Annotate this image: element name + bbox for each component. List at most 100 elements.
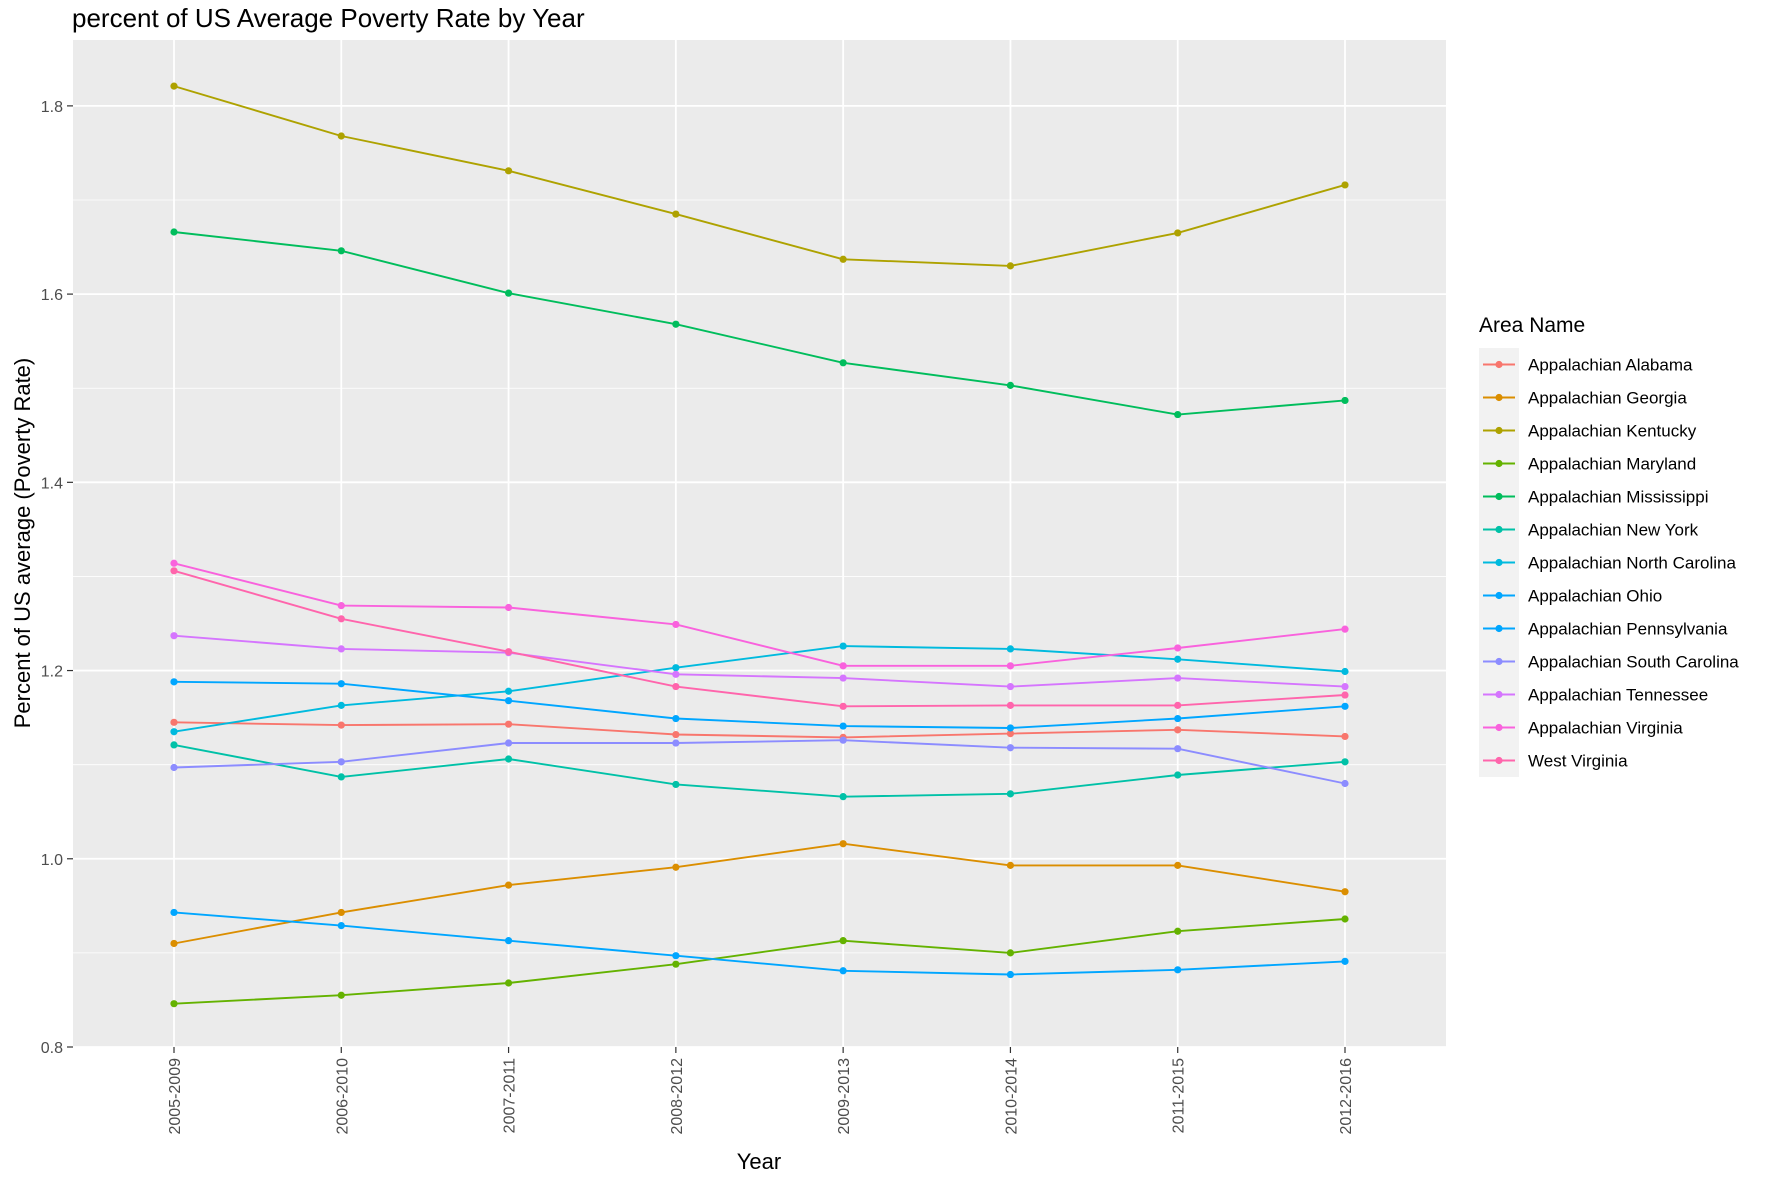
data-point bbox=[1341, 667, 1349, 676]
legend-key-point bbox=[1495, 690, 1503, 699]
legend-label: Appalachian Georgia bbox=[1528, 389, 1687, 408]
series-line bbox=[173, 562, 1346, 667]
data-point bbox=[1174, 861, 1182, 869]
data-point bbox=[337, 908, 345, 917]
data-point bbox=[1006, 730, 1015, 738]
data-point bbox=[170, 741, 178, 749]
legend-label: Appalachian New York bbox=[1528, 521, 1699, 540]
legend: Area Name Appalachian Alabama Appalachian… bbox=[1479, 314, 1739, 777]
series-9 bbox=[170, 736, 1349, 788]
x-axis: 2005-2009 2006-2010 2007-2011 2008-2012 2009… bbox=[167, 1047, 1355, 1135]
data-point bbox=[1174, 927, 1182, 935]
data-point bbox=[1006, 701, 1015, 709]
data-point bbox=[1174, 701, 1182, 709]
x-tick-label: 2006-2010 bbox=[334, 1058, 351, 1135]
data-point bbox=[504, 720, 513, 728]
data-point bbox=[170, 763, 178, 772]
legend-key-point bbox=[1495, 591, 1503, 600]
data-point bbox=[504, 739, 513, 747]
data-point bbox=[1174, 229, 1182, 237]
x-tick-label: 2010-2014 bbox=[1003, 1058, 1020, 1135]
data-point bbox=[337, 680, 345, 688]
legend-label: Appalachian Pennsylvania bbox=[1528, 620, 1728, 639]
data-point bbox=[337, 991, 345, 999]
series-1 bbox=[170, 840, 1349, 948]
major-gridlines bbox=[73, 40, 1446, 1048]
data-point bbox=[337, 615, 345, 623]
x-tick-label: 2011-2015 bbox=[1171, 1058, 1188, 1133]
data-point bbox=[1006, 662, 1015, 670]
series-7 bbox=[170, 678, 1349, 732]
data-point bbox=[504, 687, 513, 695]
minor-gridlines bbox=[73, 199, 1446, 954]
series-0 bbox=[170, 718, 1349, 741]
data-point bbox=[672, 620, 680, 629]
data-point bbox=[1174, 410, 1182, 419]
legend-label: Appalachian Tennessee bbox=[1528, 686, 1708, 705]
legend-key-point bbox=[1495, 459, 1503, 468]
legend-item: Appalachian Mississippi bbox=[1479, 480, 1708, 513]
legend-item: Appalachian Kentucky bbox=[1479, 414, 1697, 447]
chart-title: percent of US Average Poverty Rate by Ye… bbox=[72, 3, 585, 33]
data-point bbox=[1174, 644, 1182, 652]
series-line bbox=[173, 645, 1346, 733]
data-point bbox=[1174, 714, 1182, 723]
data-point bbox=[672, 320, 680, 328]
legend-key-point bbox=[1495, 657, 1503, 666]
data-point bbox=[1006, 724, 1015, 732]
data-point bbox=[170, 728, 178, 736]
data-point bbox=[1341, 779, 1349, 788]
data-point bbox=[170, 632, 178, 640]
data-point bbox=[504, 167, 513, 175]
series-line bbox=[173, 569, 1346, 708]
data-point bbox=[337, 701, 345, 709]
data-point bbox=[1341, 702, 1349, 710]
data-point bbox=[337, 758, 345, 766]
data-point bbox=[337, 721, 345, 729]
data-point bbox=[672, 960, 680, 968]
data-point bbox=[672, 670, 680, 678]
series-3 bbox=[170, 915, 1349, 1008]
data-point bbox=[170, 82, 178, 90]
legend-item: Appalachian Maryland bbox=[1479, 447, 1696, 480]
data-point bbox=[839, 840, 847, 848]
data-point bbox=[1341, 396, 1349, 405]
legend-label: Appalachian South Carolina bbox=[1528, 653, 1739, 672]
data-point bbox=[1341, 682, 1349, 691]
data-point bbox=[504, 979, 513, 987]
y-tick-label: 1.0 bbox=[41, 852, 63, 869]
x-tick-label: 2012-2016 bbox=[1338, 1058, 1355, 1135]
legend-item: Appalachian Virginia bbox=[1479, 711, 1683, 744]
legend-item: Appalachian Georgia bbox=[1479, 381, 1687, 414]
legend-item: Appalachian Tennessee bbox=[1479, 678, 1708, 711]
data-point bbox=[1341, 957, 1349, 965]
y-axis-title: Percent of US average (Poverty Rate) bbox=[10, 358, 35, 729]
data-point bbox=[1174, 745, 1182, 753]
legend-label: Appalachian Alabama bbox=[1528, 356, 1693, 375]
data-point bbox=[170, 939, 178, 948]
legend-item: Appalachian North Carolina bbox=[1479, 546, 1736, 579]
data-point bbox=[1341, 181, 1349, 189]
x-tick-label: 2005-2009 bbox=[167, 1058, 184, 1135]
data-point bbox=[1006, 861, 1015, 869]
data-point bbox=[1174, 966, 1182, 974]
legend-key-point bbox=[1495, 360, 1503, 369]
data-point bbox=[504, 881, 513, 889]
series-8 bbox=[170, 908, 1349, 979]
y-tick-label: 1.6 bbox=[41, 287, 63, 304]
y-tick-label: 0.8 bbox=[41, 1040, 63, 1057]
x-tick-label: 2008-2012 bbox=[669, 1058, 686, 1135]
data-point bbox=[337, 921, 345, 930]
data-point bbox=[1006, 645, 1015, 653]
series-6 bbox=[170, 642, 1349, 736]
data-point bbox=[1341, 691, 1349, 699]
data-point bbox=[1174, 726, 1182, 734]
data-point bbox=[170, 718, 178, 726]
series-2 bbox=[170, 82, 1349, 270]
data-point bbox=[170, 559, 178, 567]
data-point bbox=[1174, 771, 1182, 779]
data-point bbox=[504, 755, 513, 763]
legend-item: Appalachian Alabama bbox=[1479, 348, 1693, 381]
series-11 bbox=[170, 559, 1349, 670]
legend-key-point bbox=[1495, 558, 1503, 567]
